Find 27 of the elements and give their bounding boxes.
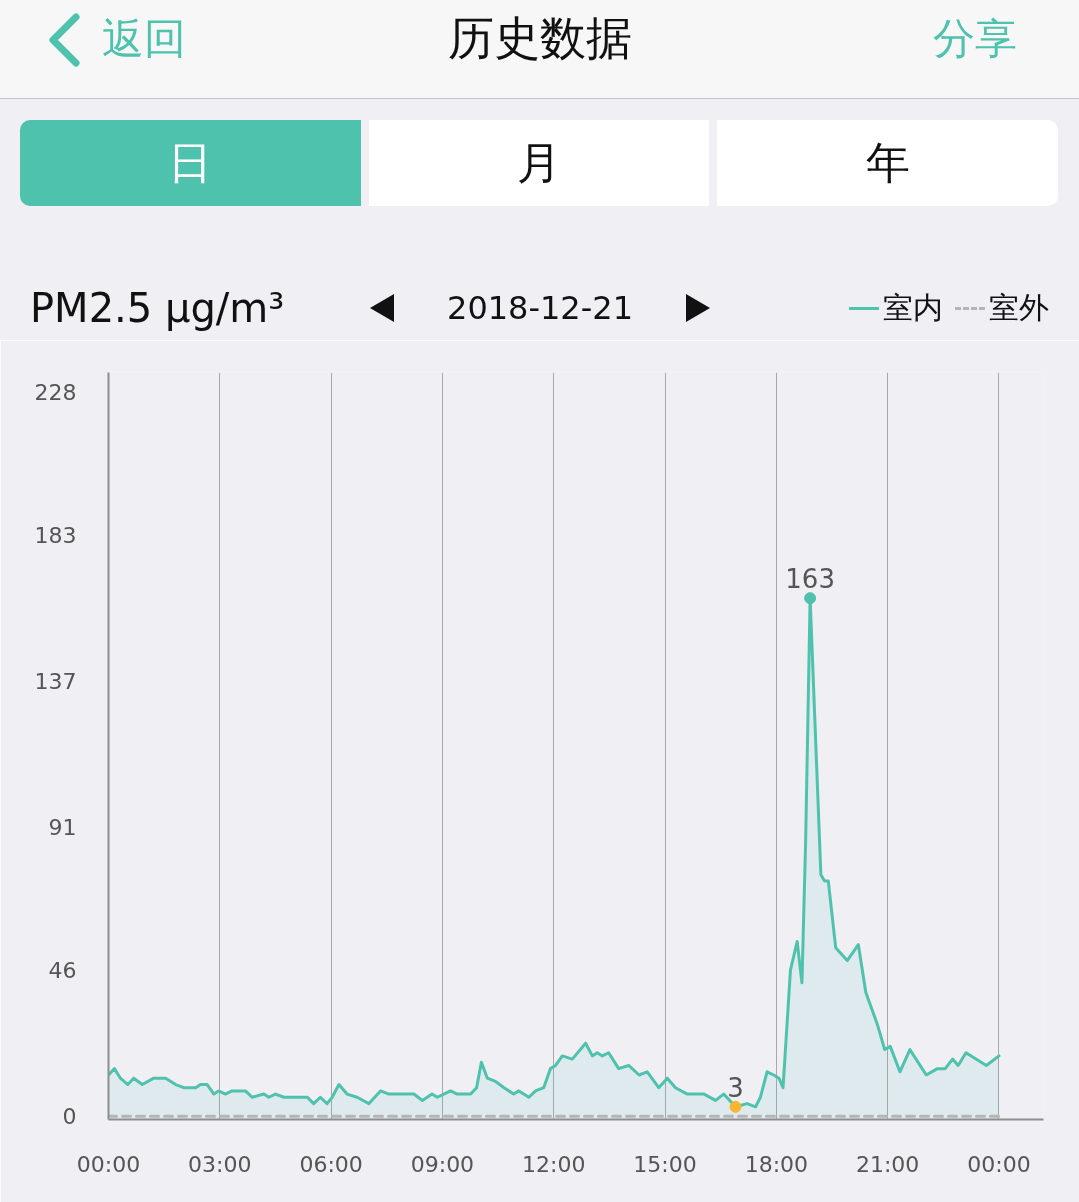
- x-tick-label: 09:00: [410, 1151, 475, 1177]
- x-tick-label: 15:00: [633, 1151, 697, 1177]
- text: 月: [517, 137, 562, 188]
- x-tick-label: 18:00: [744, 1151, 809, 1177]
- x-tick-label: 06:00: [299, 1151, 363, 1177]
- chart-title: 历史数据: [447, 11, 632, 65]
- annotation: 163: [785, 564, 835, 595]
- legend-label: 室外: [989, 290, 1049, 325]
- text: 分享: [933, 13, 1017, 65]
- y-tick-label: 46: [48, 958, 77, 984]
- x-tick-label: 00:00: [76, 1151, 141, 1177]
- y-axis-title: PM2.5 µg/m³: [30, 284, 285, 333]
- x-tick-label: 21:00: [855, 1151, 920, 1177]
- x-tick-label: 00:00: [967, 1151, 1031, 1177]
- y-tick-label: 137: [34, 668, 77, 694]
- text: 年: [865, 137, 910, 188]
- text: 返回: [102, 13, 186, 65]
- y-tick-label: 228: [34, 379, 77, 405]
- chart-subtitle: 2018-12-21: [447, 288, 633, 329]
- x-tick-label: 12:00: [522, 1151, 586, 1177]
- legend-label: 室内: [883, 290, 943, 325]
- x-tick-label: 03:00: [188, 1151, 252, 1177]
- annotation: 3: [727, 1072, 744, 1103]
- y-tick-label: 0: [62, 1104, 77, 1130]
- y-tick-label: 91: [48, 815, 77, 841]
- y-tick-label: 183: [34, 522, 77, 548]
- text: 日: [168, 137, 213, 188]
